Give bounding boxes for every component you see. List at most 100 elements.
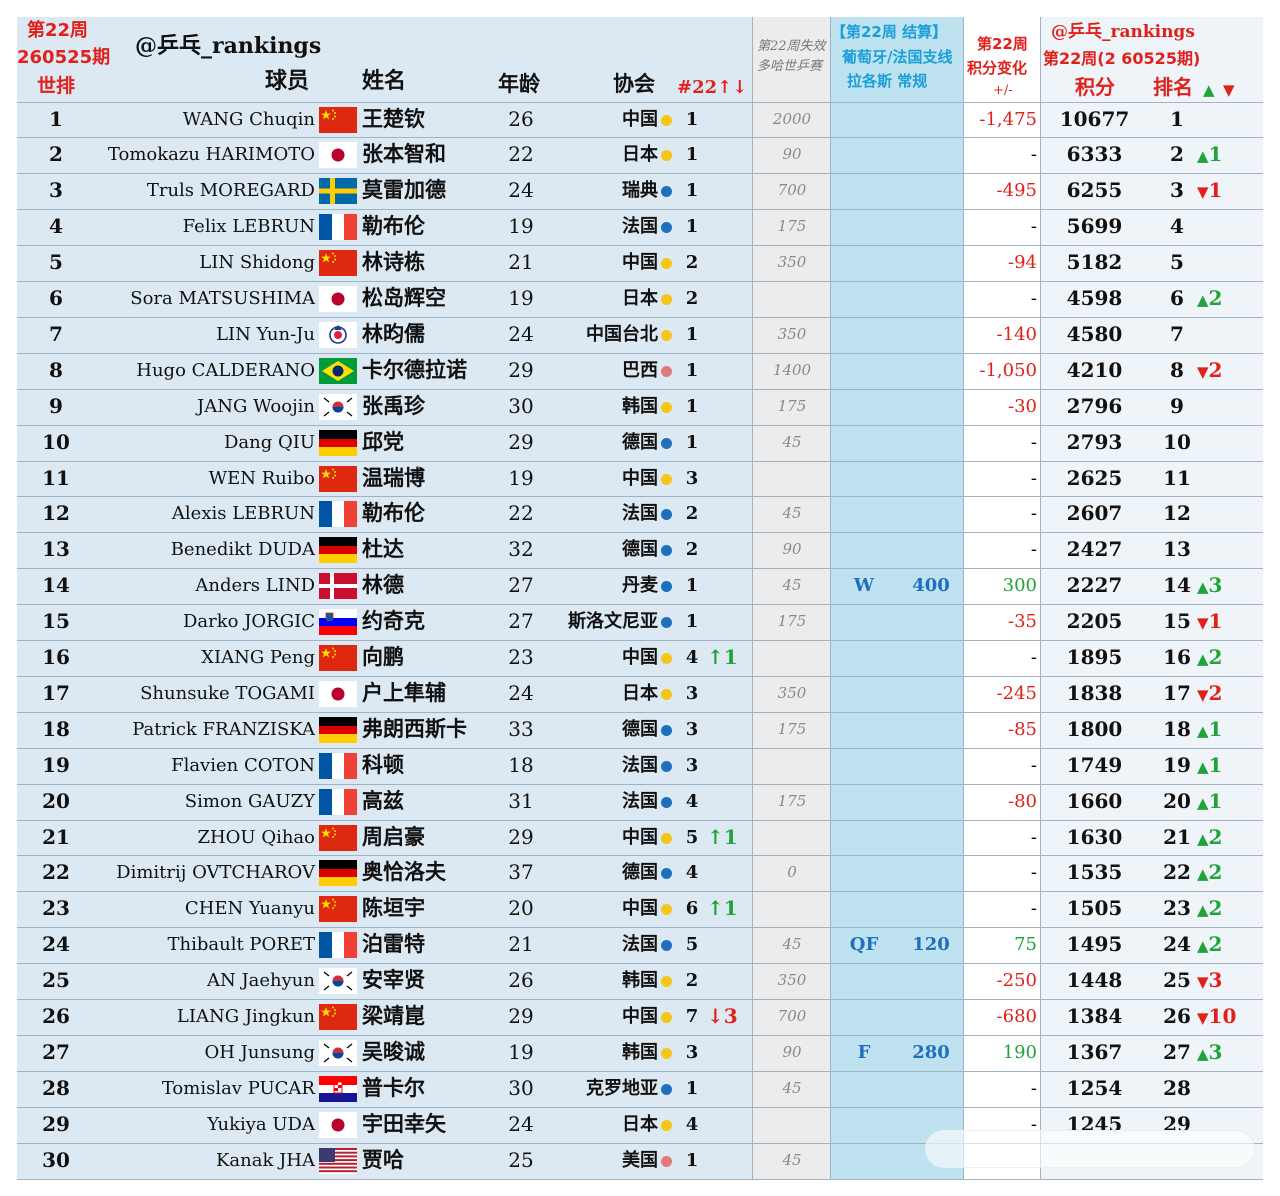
table-row: 21 ZHOU Qihao 周启豪 29 中国 5 ↑1-1630 21 ▲2 <box>17 820 1263 856</box>
age-cell: 27 <box>508 573 534 598</box>
new-rank-cell: 16 <box>1163 645 1191 669</box>
row-divider <box>17 460 1263 462</box>
row-divider <box>17 209 1263 211</box>
player-name-en: Thibault PORET <box>167 934 315 956</box>
row-divider <box>17 352 1263 354</box>
points-change-cell: -680 <box>996 1006 1037 1027</box>
new-rank-cell: 26 <box>1163 1004 1191 1028</box>
divider <box>963 17 964 1180</box>
age-cell: 24 <box>508 680 534 705</box>
points-change-cell: - <box>1030 647 1037 668</box>
points-change-cell: 300 <box>1002 575 1037 597</box>
round-points-cell <box>895 461 967 497</box>
expiring-points-cell <box>752 640 832 676</box>
rank-change-cell: ▲3 <box>1197 1035 1222 1071</box>
association-dot <box>661 940 672 952</box>
points-change-cell: - <box>1030 144 1037 166</box>
new-rank-cell: 17 <box>1163 680 1191 705</box>
cn-flag-icon <box>319 465 357 492</box>
round-points-cell <box>895 425 967 461</box>
player-label: 球员 <box>265 69 310 94</box>
event-count-cell: 2 <box>685 970 699 992</box>
new-rank-cell: 13 <box>1163 537 1191 562</box>
round-points-cell <box>895 353 967 389</box>
event-count-cell: 5 <box>685 826 699 848</box>
points-change-cell: -85 <box>1008 718 1037 740</box>
round-result-cell <box>829 891 899 927</box>
rank-cell: 10 <box>42 429 70 454</box>
player-name-en: LIN Shidong <box>199 252 315 274</box>
row-divider <box>17 711 1263 713</box>
association-dot <box>661 796 672 808</box>
rank-change-cell: ▲2 <box>1197 820 1222 856</box>
rank-change-value: 1 <box>1208 752 1223 777</box>
event-count-cell: 1 <box>685 216 699 238</box>
player-name-cn: 林德 <box>362 573 404 598</box>
association-dot <box>661 1119 672 1131</box>
age-cell: 29 <box>508 1004 534 1028</box>
rank-change-value: 1 <box>1208 178 1223 203</box>
age-cell: 19 <box>508 214 534 239</box>
round-result-cell <box>829 676 899 712</box>
points-change-cell: -495 <box>996 180 1037 202</box>
table-row: 14 Anders LIND 林德 27 丹麦 1 45 W 400 300 2227 14 ▲3 <box>17 568 1263 604</box>
round-result-cell <box>829 1107 899 1143</box>
new-rank-cell: 28 <box>1163 1075 1191 1100</box>
event-count-cell: 3 <box>685 718 699 740</box>
change-label-3: +/- <box>993 83 1013 98</box>
points-change-cell: - <box>1030 503 1037 525</box>
new-rank-cell: 18 <box>1163 716 1191 741</box>
player-name-en: WANG Chuqin <box>182 108 315 130</box>
player-name-cn: 张本智和 <box>362 142 446 167</box>
tpe-flag-icon <box>319 321 357 348</box>
association-cell: 法国 <box>622 216 658 238</box>
up-arrow-icon: ▲ <box>1197 901 1209 920</box>
up-arrow-icon: ▲ <box>1197 793 1209 812</box>
new-rank-cell: 21 <box>1163 824 1191 849</box>
round-points-cell <box>895 137 967 173</box>
round-points-cell <box>895 102 967 138</box>
new-rank-cell: 5 <box>1170 250 1184 275</box>
table-row: 20 Simon GAUZY 高兹 31 法国 4 175 -80 1660 20 ▲1 <box>17 784 1263 820</box>
player-name-cn: 科顿 <box>362 752 404 777</box>
table-row: 24 Thibault PORET 泊雷特 21 法国 5 45 QF 120 75 1495 24 ▲… <box>17 927 1263 963</box>
points-cell: 10677 <box>1059 106 1130 131</box>
expiring-points-cell: 2000 <box>772 109 812 128</box>
up-arrow-icon: ▲ <box>1197 865 1209 884</box>
rank-cell: 1 <box>49 106 63 131</box>
player-name-cn: 勒布伦 <box>362 501 425 526</box>
table-row: 29 Yukiya UDA 宇田幸矢 24 日本 4-1245 29 <box>17 1107 1263 1143</box>
age-label: 年龄 <box>498 72 540 96</box>
row-divider <box>17 675 1263 677</box>
event-count-change: ↑1 <box>707 824 738 849</box>
association-dot <box>661 868 672 880</box>
us-flag-icon <box>319 1147 357 1174</box>
player-name-cn: 温瑞博 <box>362 465 425 490</box>
new-rank-cell: 4 <box>1170 214 1184 239</box>
points-cell: 4580 <box>1066 321 1123 346</box>
fr-flag-icon <box>319 788 357 815</box>
row-divider <box>17 245 1263 247</box>
up-arrow-icon: ▲ <box>1197 757 1209 776</box>
association-dot <box>661 724 672 736</box>
rank-cell: 6 <box>49 286 63 310</box>
player-name-cn: 林昀儒 <box>362 321 425 346</box>
round-result-cell <box>829 389 899 425</box>
expire-label-1: 第22周失效 <box>757 39 826 54</box>
age-cell: 37 <box>508 860 534 885</box>
rank-cell: 18 <box>42 716 70 741</box>
de-flag-icon <box>319 860 357 887</box>
points-change-cell: - <box>1030 826 1037 848</box>
row-divider <box>17 532 1263 534</box>
points-change-cell: -35 <box>1008 611 1037 633</box>
age-cell: 21 <box>508 932 534 957</box>
points-cell: 5699 <box>1066 214 1123 239</box>
table-row: 11 WEN Ruibo 温瑞博 19 中国 3 - 2625 11 <box>17 461 1263 497</box>
points-cell: 1895 <box>1066 645 1123 669</box>
table-row: 27 OH Junsung 吴晙诚 19 韩国 3 90 F 280 190 1367 27 ▲3 <box>17 1035 1263 1071</box>
table-row: 2 Tomokazu HARIMOTO 张本智和 22 日本 1 90-6333 2 ▲1 <box>17 137 1263 173</box>
rank-change-value: 2 <box>1208 824 1223 849</box>
rank-change-cell: ▲1 <box>1197 137 1222 173</box>
expiring-points-cell: 90 <box>782 540 802 559</box>
new-rank-cell: 22 <box>1163 860 1191 885</box>
